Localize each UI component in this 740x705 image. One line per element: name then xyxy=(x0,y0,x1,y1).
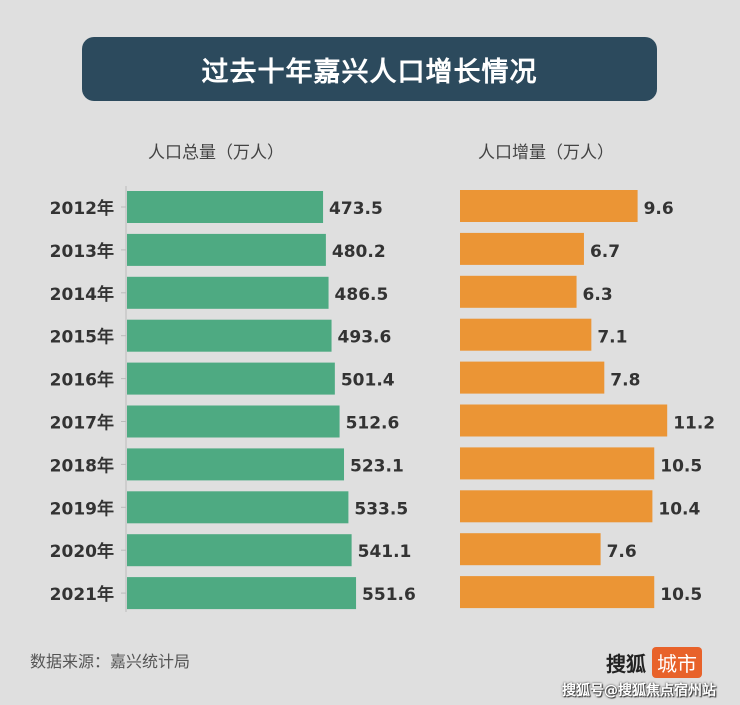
total-value-label: 501.4 xyxy=(341,371,395,391)
increase-value-label: 7.8 xyxy=(610,371,640,391)
increase-value-label: 10.4 xyxy=(658,499,700,519)
increase-value-label: 11.2 xyxy=(673,414,715,434)
increase-bar xyxy=(460,404,668,437)
increase-value-label: 10.5 xyxy=(660,585,702,605)
increase-value-label: 10.5 xyxy=(660,456,702,476)
total-value-label: 473.5 xyxy=(329,199,383,219)
total-bar xyxy=(127,319,332,352)
year-label: 2021年 xyxy=(50,584,114,605)
year-label: 2018年 xyxy=(50,455,114,476)
watermark: 搜狐号@搜狐焦点宿州站 xyxy=(562,683,716,699)
total-bar xyxy=(127,491,349,524)
increase-bar xyxy=(460,447,655,480)
increase-bar xyxy=(460,190,638,222)
increase-bar xyxy=(460,232,584,265)
year-label: 2020年 xyxy=(50,541,114,562)
total-bar xyxy=(127,233,326,266)
year-label: 2013年 xyxy=(50,241,114,262)
total-value-label: 523.1 xyxy=(350,456,404,476)
total-bar xyxy=(127,577,357,610)
total-bar xyxy=(127,534,352,567)
increase-bar xyxy=(460,361,605,394)
data-source: 数据来源：嘉兴统计局 xyxy=(30,652,191,671)
increase-value-label: 7.1 xyxy=(597,328,627,348)
total-value-label: 541.1 xyxy=(358,542,412,562)
year-label: 2017年 xyxy=(50,413,114,434)
total-column-title: 人口总量（万人） xyxy=(148,143,284,163)
total-value-label: 486.5 xyxy=(335,285,389,305)
increase-value-label: 6.3 xyxy=(583,285,613,305)
sohu-city-logo: 搜狐 城市 xyxy=(606,647,702,678)
increase-bar xyxy=(460,533,601,566)
total-bar xyxy=(127,448,345,481)
total-value-label: 533.5 xyxy=(354,499,408,519)
year-label: 2015年 xyxy=(50,327,114,348)
chart-title: 过去十年嘉兴人口增长情况 xyxy=(82,37,657,101)
increase-bar xyxy=(460,490,653,523)
total-bar xyxy=(127,276,329,309)
increase-value-label: 7.6 xyxy=(607,542,637,562)
total-value-label: 551.6 xyxy=(362,585,416,605)
increase-column-title: 人口增量（万人） xyxy=(478,143,614,163)
total-value-label: 493.6 xyxy=(338,328,392,348)
increase-value-label: 9.6 xyxy=(644,199,674,219)
year-label: 2012年 xyxy=(50,198,114,219)
year-label: 2014年 xyxy=(50,284,114,305)
year-label: 2019年 xyxy=(50,498,114,519)
total-bar xyxy=(127,405,340,438)
increase-bar xyxy=(460,318,592,351)
increase-bar xyxy=(460,275,577,308)
increase-value-label: 6.7 xyxy=(590,242,620,262)
increase-bar xyxy=(460,576,655,609)
year-label: 2016年 xyxy=(50,370,114,391)
logo-tag: 城市 xyxy=(652,647,702,678)
total-bar xyxy=(127,191,324,223)
total-bar xyxy=(127,362,335,395)
logo-name: 搜狐 xyxy=(606,652,646,676)
total-value-label: 512.6 xyxy=(346,414,400,434)
total-value-label: 480.2 xyxy=(332,242,386,262)
